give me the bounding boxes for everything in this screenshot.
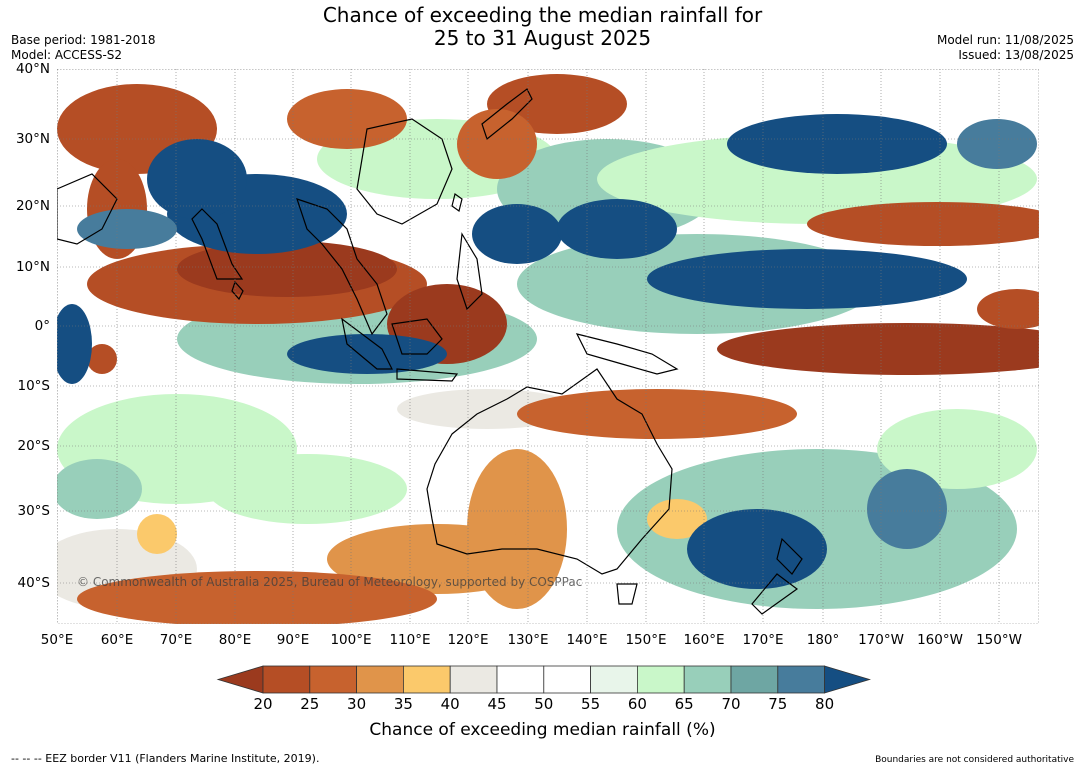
colorbar-swatch	[543, 665, 591, 694]
colorbar-swatch	[402, 665, 451, 694]
longitude-label: 160°E	[683, 632, 725, 648]
map-title: Chance of exceeding the median rainfall …	[0, 4, 1085, 50]
colorbar-swatch	[683, 665, 732, 694]
colorbar-tick-label: 50	[534, 695, 554, 713]
colorbar-max-extension	[824, 665, 871, 694]
graticule	[57, 69, 1039, 624]
china-coast	[356, 118, 453, 225]
borneo-coast	[391, 318, 443, 355]
latitude-label: 30°N	[15, 131, 50, 147]
meta-left: Base period: 1981-2018 Model: ACCESS-S2	[11, 33, 156, 63]
colorbar-swatch	[496, 665, 545, 694]
sri-lanka-coast	[231, 280, 244, 301]
colorbar-swatch	[309, 665, 357, 694]
copyright-text: © Commonwealth of Australia 2025, Bureau…	[77, 575, 583, 589]
longitude-label: 100°E	[330, 632, 372, 648]
latitude-label: 20°S	[17, 438, 51, 454]
colorbar-tick-label: 40	[440, 695, 460, 713]
longitude-label: 50°E	[40, 632, 74, 648]
boundaries-disclaimer: Boundaries are not considered authoritat…	[875, 755, 1074, 765]
colorbar-tick-label: 45	[487, 695, 507, 713]
latitude-label: 40°S	[17, 575, 51, 591]
longitude-label: 170°E	[742, 632, 784, 648]
rainfall-map	[57, 69, 1039, 624]
colorbar-tick-label: 70	[721, 695, 741, 713]
colorbar-tick-label: 60	[627, 695, 647, 713]
title-line-2: 25 to 31 August 2025	[433, 26, 652, 50]
colorbar-tick-label: 25	[300, 695, 320, 713]
latitude-label: 10°S	[17, 378, 51, 394]
longitude-label: 170°W	[858, 632, 904, 648]
model-run: Model run: 11/08/2025	[936, 33, 1074, 47]
map-border	[57, 69, 1039, 624]
model-name: Model: ACCESS-S2	[11, 48, 123, 62]
new-zealand-south	[751, 573, 799, 615]
longitude-label: 120°E	[447, 632, 489, 648]
colorbar-tick-label: 30	[347, 695, 367, 713]
coastlines	[57, 88, 803, 615]
new-guinea-coast	[575, 333, 679, 375]
longitude-label: 110°E	[389, 632, 431, 648]
arabia-coast	[57, 173, 118, 245]
longitude-label: 140°E	[566, 632, 608, 648]
colorbar-tick-label: 75	[768, 695, 788, 713]
colorbar-tick-label: 20	[253, 695, 273, 713]
colorbar-swatch	[449, 665, 498, 694]
longitude-label: 130°E	[507, 632, 549, 648]
base-period: Base period: 1981-2018	[11, 33, 156, 47]
colorbar-swatch	[637, 665, 685, 694]
colorbar-tick-label: 35	[393, 695, 413, 713]
sumatra-coast	[341, 317, 393, 370]
colorbar-tick-label: 80	[815, 695, 835, 713]
latitude-label: 40°N	[15, 61, 50, 77]
latitude-label: 10°N	[15, 259, 50, 275]
longitude-label: 150°E	[625, 632, 667, 648]
southeast-asia-coast	[296, 198, 388, 336]
colorbar-min-extension	[216, 665, 264, 694]
colorbar-swatch	[262, 665, 311, 694]
longitude-label: 180°	[806, 632, 840, 648]
title-line-1: Chance of exceeding the median rainfall …	[322, 3, 763, 27]
latitude-label: 0°	[34, 318, 50, 334]
tasmania-coast	[616, 583, 638, 605]
longitude-label: 150°W	[976, 632, 1022, 648]
java-coast	[396, 368, 459, 382]
colorbar-swatch	[777, 665, 825, 694]
philippines-coast	[456, 232, 483, 311]
colorbar-tick-label: 55	[581, 695, 601, 713]
eez-footnote: -- -- -- EEZ border V11 (Flanders Marine…	[11, 752, 320, 765]
colorbar-swatch	[590, 665, 638, 694]
australia-coast	[426, 368, 673, 575]
colorbar-swatch	[730, 665, 779, 694]
longitude-label: 70°E	[159, 632, 193, 648]
taiwan-coast	[451, 192, 463, 213]
longitude-label: 160°W	[917, 632, 963, 648]
rainfall-probability-field	[57, 74, 1039, 624]
colorbar-swatch	[356, 665, 404, 694]
colorbar-tick-label: 65	[674, 695, 694, 713]
issued-date: Issued: 13/08/2025	[958, 48, 1074, 62]
new-zealand-north	[776, 537, 803, 575]
latitude-label: 20°N	[15, 198, 50, 214]
latitude-label: 30°S	[17, 503, 51, 519]
colorbar-label: Chance of exceeding median rainfall (%)	[369, 720, 716, 740]
meta-right: Model run: 11/08/2025 Issued: 13/08/2025	[937, 33, 1074, 63]
longitude-label: 90°E	[276, 632, 310, 648]
india-coast	[191, 208, 244, 280]
longitude-label: 60°E	[100, 632, 134, 648]
longitude-label: 80°E	[218, 632, 252, 648]
